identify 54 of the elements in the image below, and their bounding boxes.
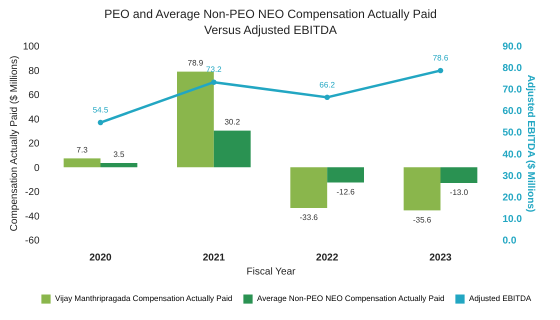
y-tick-label: 100 [22,42,40,52]
y-tick-label: -60 [25,236,40,246]
y-tick-label: 80 [28,66,40,77]
legend-label: Vijay Manthripragada Compensation Actually Paid [55,294,232,304]
y-axis-title: Compensation Actually Paid ($ Millions) [8,56,20,232]
y2-tick-label: 30.0 [502,170,522,182]
y2-tick-label: 20.0 [502,192,522,204]
x-axis-title: Fiscal Year [246,266,296,278]
point [324,94,330,100]
data-label: 30.2 [224,118,241,127]
y-tick-label: 20 [28,138,40,150]
data-label: -35.6 [412,215,432,224]
bar [440,167,478,184]
point [98,120,104,126]
legend-label: Average Non-PEO NEO Compensation Actually Paid [257,294,445,304]
y-tick-label: -20 [25,187,40,198]
bar [404,167,440,210]
y2-tick-label: 40.0 [502,149,522,160]
y-tick-label: 40 [28,114,40,126]
x-tick-label: 2022 [316,252,339,264]
bar [290,167,328,208]
point [438,68,444,74]
data-label: 54.5 [92,106,109,115]
y2-axis-title: Adjusted EBITDA ($ Millions) [524,74,536,212]
data-label: 78.9 [188,58,204,68]
data-label: -13.0 [450,188,469,198]
y2-tick-label: 90.0 [502,42,522,52]
y2-tick-label: 70.0 [502,84,522,96]
point [211,79,217,85]
bar [177,72,214,168]
data-label: 73.2 [206,65,222,74]
data-label: 3.5 [113,150,126,160]
y-tick-label: 60 [28,90,40,101]
bar [327,167,364,183]
data-label: 7.3 [76,145,88,154]
y-tick-label: 0 [34,162,40,174]
y-tick-label: -40 [25,211,40,222]
x-tick-label: 2023 [429,252,452,264]
y2-tick-label: 60.0 [502,106,522,118]
x-tick-label: 2021 [202,252,226,264]
chart-title: PEO and Average Non-PEO NEO Compensation Actually Paid Versus Adjusted EBITDA [104,7,437,37]
bar [64,158,100,168]
data-label: 66.2 [319,80,336,90]
x-tick-label: 2020 [89,252,112,264]
data-label: 78.6 [432,54,449,63]
y2-tick-label: 80.0 [502,63,522,74]
y2-tick-label: 50.0 [502,128,522,139]
bar [214,130,251,168]
y2-tick-label: 10.0 [502,214,522,225]
y2-tick-label: 0.0 [502,236,517,246]
data-label: -12.6 [336,188,356,197]
data-label: -33.6 [300,212,318,222]
legend-label: Adjusted EBITDA [469,294,532,304]
bar [100,163,138,168]
